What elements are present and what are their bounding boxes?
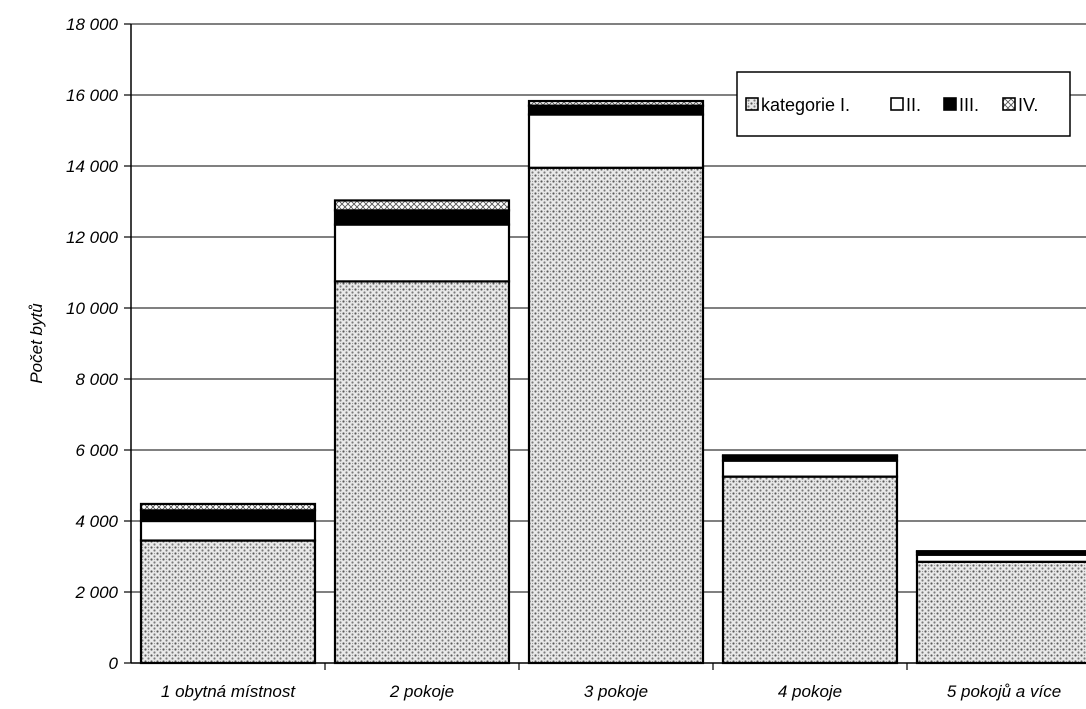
bar-segment-1-0 <box>333 280 511 665</box>
bars <box>139 99 1086 665</box>
bar-segment-4-0 <box>915 560 1086 665</box>
legend-swatch <box>890 97 904 111</box>
bar-segment-1-1 <box>333 223 511 283</box>
y-tick-label: 2 000 <box>74 583 118 602</box>
x-tick-label: 5 pokojů a více <box>947 682 1061 701</box>
bar-segment-3-3 <box>721 454 899 458</box>
bar-segment-0-2 <box>139 509 317 523</box>
x-tick-label: 2 pokoje <box>389 682 454 701</box>
legend-label: kategorie I. <box>761 95 850 115</box>
bar-segment-3-0 <box>721 475 899 665</box>
y-tick-label: 18 000 <box>66 15 119 34</box>
axes: 0 2 000 4 000 6 000 8 000 10 000 12 000 14 000 1… <box>27 15 1086 701</box>
y-tick-label: 0 <box>109 654 119 673</box>
bar-segment-3-1 <box>721 459 899 478</box>
bar-segment-1-3 <box>333 199 511 212</box>
bar-segment-2-1 <box>527 113 705 169</box>
y-tick-label: 4 000 <box>75 512 118 531</box>
x-tick-label: 1 obytná místnost <box>161 682 296 701</box>
y-tick-label: 16 000 <box>66 86 119 105</box>
y-tick-label: 14 000 <box>66 157 119 176</box>
x-tick-label: 3 pokoje <box>584 682 648 701</box>
bar-segment-4-3 <box>915 550 1086 553</box>
legend-swatch <box>943 97 957 111</box>
y-tick-label: 12 000 <box>66 228 119 247</box>
bar-segment-2-3 <box>527 99 705 107</box>
legend-swatch <box>1002 97 1016 111</box>
bar-segment-0-0 <box>139 539 317 665</box>
legend-label: IV. <box>1018 95 1038 115</box>
legend: kategorie I. II. III. IV. <box>736 71 1071 137</box>
bar-segment-2-0 <box>527 166 705 665</box>
x-tick-label: 4 pokoje <box>778 682 842 701</box>
bar-segment-1-2 <box>333 209 511 226</box>
bar-segment-0-3 <box>139 502 317 512</box>
y-tick-label: 8 000 <box>75 370 118 389</box>
bar-segment-0-1 <box>139 519 317 542</box>
legend-label: III. <box>959 95 979 115</box>
bar-segment-2-2 <box>527 104 705 116</box>
y-tick-label: 6 000 <box>75 441 118 460</box>
y-tick-label: 10 000 <box>66 299 119 318</box>
y-axis-title: Počet bytů <box>27 303 46 384</box>
legend-swatch <box>745 97 759 111</box>
legend-label: II. <box>906 95 921 115</box>
